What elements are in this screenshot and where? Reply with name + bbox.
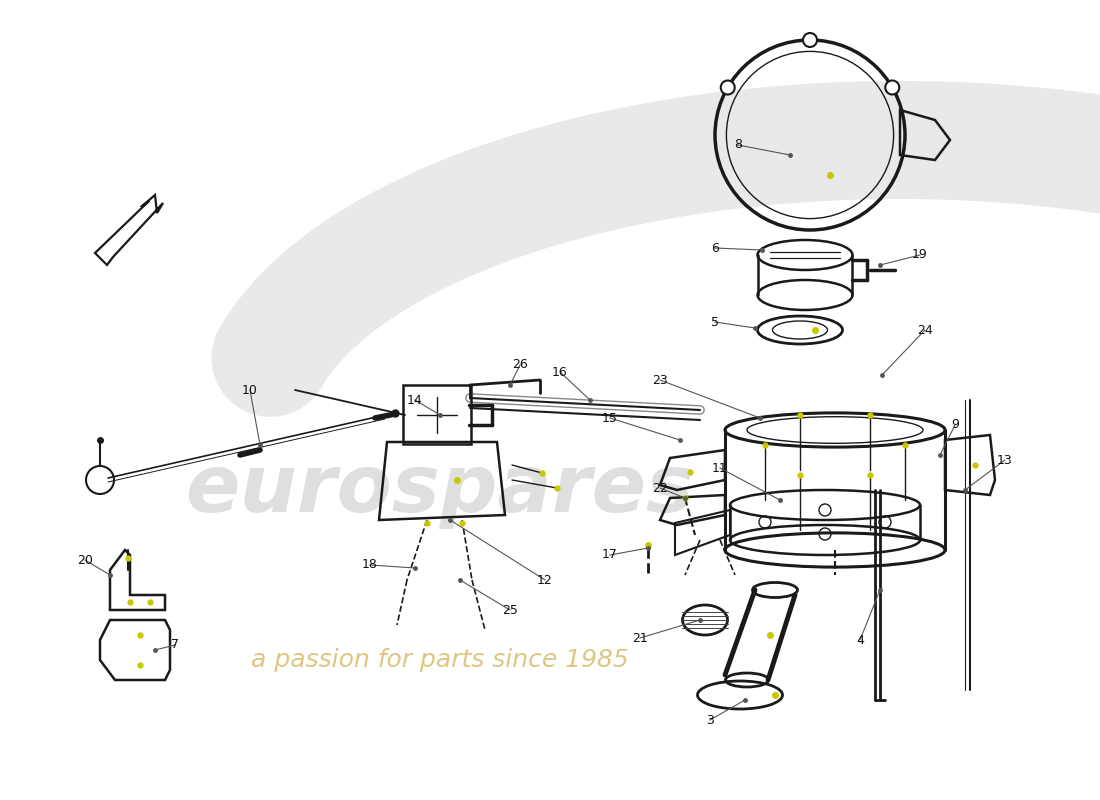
Text: 20: 20 [77,554,92,566]
Circle shape [803,33,817,47]
Circle shape [886,81,900,94]
Text: 15: 15 [602,411,618,425]
Text: 22: 22 [652,482,668,494]
Text: 14: 14 [407,394,422,406]
Text: eurospares: eurospares [186,451,694,529]
Text: 26: 26 [513,358,528,371]
Text: 9: 9 [952,418,959,431]
Text: 12: 12 [537,574,553,586]
Text: 24: 24 [917,323,933,337]
Text: 4: 4 [856,634,864,646]
Text: 17: 17 [602,549,618,562]
Text: 8: 8 [734,138,742,151]
Text: 25: 25 [502,603,518,617]
Text: 21: 21 [632,631,648,645]
Text: 5: 5 [711,315,719,329]
Text: 6: 6 [711,242,719,254]
Text: 13: 13 [997,454,1013,466]
Text: 23: 23 [652,374,668,386]
Text: 7: 7 [170,638,179,651]
Circle shape [720,81,735,94]
Text: 11: 11 [712,462,728,474]
Text: 19: 19 [912,249,928,262]
Text: 10: 10 [242,383,257,397]
Text: 18: 18 [362,558,378,571]
Text: 3: 3 [706,714,714,726]
Text: 16: 16 [552,366,568,378]
Text: a passion for parts since 1985: a passion for parts since 1985 [251,648,629,672]
